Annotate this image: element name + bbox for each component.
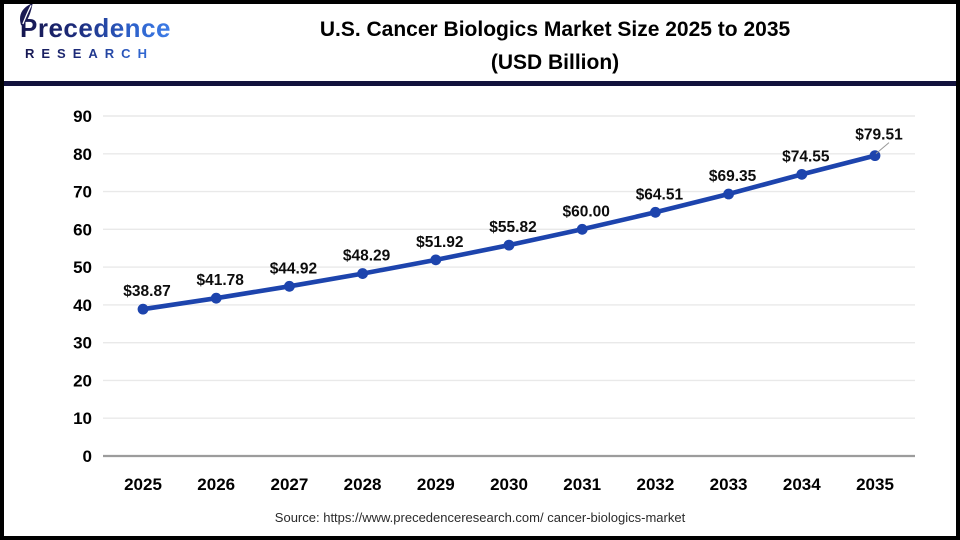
data-point-label: $41.78: [196, 272, 244, 289]
data-point-label: $74.55: [782, 148, 830, 165]
data-point: [796, 168, 808, 180]
data-point-label: $64.51: [636, 186, 684, 203]
data-point: [723, 188, 734, 200]
chart-title: U.S. Cancer Biologics Market Size 2025 t…: [179, 13, 931, 79]
chart-title-line1: U.S. Cancer Biologics Market Size 2025 t…: [319, 18, 791, 41]
y-axis-label: 90: [73, 107, 92, 126]
y-axis-label: 20: [73, 371, 92, 390]
x-axis-label: 2026: [197, 475, 235, 494]
y-axis-label: 10: [73, 409, 92, 428]
data-point: [869, 150, 881, 162]
data-point: [503, 239, 515, 251]
label-leader-line: [875, 142, 890, 155]
y-axis-label: 80: [73, 145, 92, 164]
x-axis-label: 2030: [490, 475, 528, 494]
y-axis-label: 30: [73, 334, 92, 353]
data-point-label: $69.35: [709, 168, 757, 185]
header-divider: [4, 81, 956, 86]
logo-subtitle-text: RESEARCH: [20, 46, 171, 61]
y-axis-label: 60: [73, 220, 92, 239]
chart-title-line2: (USD Billion): [490, 51, 620, 74]
data-point-label: $44.92: [270, 260, 317, 277]
x-axis-label: 2033: [710, 475, 748, 494]
x-axis-label: 2034: [783, 475, 821, 494]
logo-brand-row: Precedence: [20, 4, 171, 45]
y-axis-label: 50: [73, 258, 92, 277]
x-axis-label: 2028: [344, 475, 382, 494]
logo-brand-text: Precedence: [20, 13, 171, 43]
data-point: [430, 254, 442, 266]
data-point: [576, 223, 588, 235]
data-point-label: $38.87: [123, 283, 170, 300]
data-point-label: $51.92: [416, 234, 463, 251]
header: Precedence RESEARCH U.S. Cancer Biologic…: [4, 4, 956, 82]
source-attribution: Source: https://www.precedenceresearch.c…: [274, 510, 686, 525]
x-axis-label: 2032: [636, 475, 674, 494]
x-axis-label: 2029: [417, 475, 455, 494]
data-point: [650, 206, 661, 218]
data-point: [137, 303, 149, 315]
y-axis-label: 0: [83, 447, 92, 466]
data-point-label: $48.29: [343, 248, 391, 265]
data-point: [357, 268, 368, 279]
x-axis-label: 2035: [856, 475, 894, 494]
x-axis-label: 2027: [270, 475, 308, 494]
x-axis-label: 2025: [124, 475, 162, 494]
data-point-label: $60.00: [562, 203, 609, 220]
data-point: [210, 292, 222, 304]
precedence-research-logo: Precedence RESEARCH: [20, 4, 171, 61]
data-point-label: $79.51: [855, 127, 903, 144]
y-axis-label: 40: [73, 296, 92, 315]
data-point-label: $55.82: [489, 219, 536, 236]
leaf-icon: [20, 4, 33, 26]
x-axis-label: 2031: [563, 475, 601, 494]
y-axis-label: 70: [73, 183, 92, 202]
data-point: [284, 280, 295, 292]
